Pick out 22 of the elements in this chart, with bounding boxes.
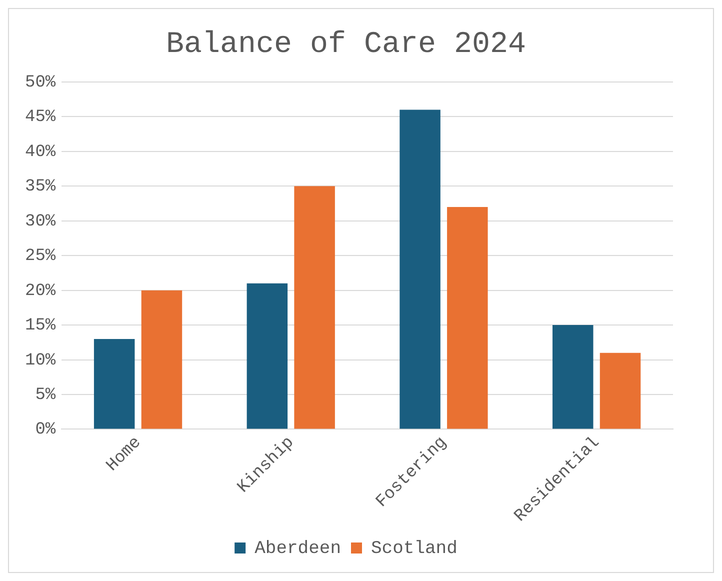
y-tick-label: 50% [24,74,56,92]
y-tick-label: 15% [24,316,56,336]
legend-label: Aberdeen [254,538,342,559]
legend-label: Scotland [371,538,458,559]
chart-title: Balance of Care 2024 [166,28,526,62]
y-tick-label: 0% [35,420,56,440]
bar [600,352,641,429]
y-tick-label: 35% [24,178,56,197]
y-tick-label: 45% [24,108,56,128]
y-tick-label: 20% [24,282,56,301]
y-tick-label: 25% [24,247,56,266]
bar [447,207,488,429]
bar [141,290,182,429]
bar [552,325,594,429]
y-tick-label: 10% [24,351,56,370]
y-tick-label: 30% [24,212,56,232]
bar [94,338,135,429]
bar [246,283,288,429]
bar [294,186,335,429]
y-tick-label: 40% [24,142,56,162]
bar [400,110,440,429]
y-tick-label: 5% [35,386,56,405]
